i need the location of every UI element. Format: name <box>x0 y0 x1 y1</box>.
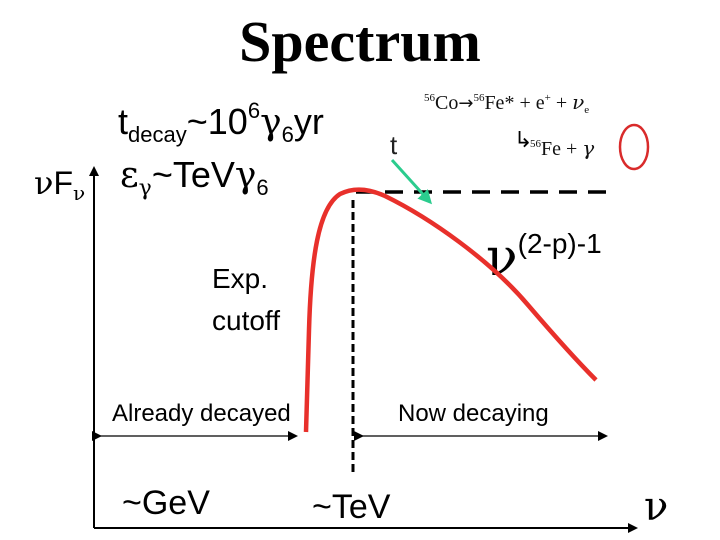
time-arrow <box>390 158 433 205</box>
gamma-circle <box>618 123 650 171</box>
x-tick-tev: ~TeV <box>312 488 391 526</box>
x-axis-label: ν <box>644 484 669 530</box>
decay-time-formula: tdecay~106γ6yr <box>118 98 324 147</box>
t-label: t <box>390 130 398 160</box>
slide-title: Spectrum <box>239 9 481 74</box>
region-already-decayed: Already decayed <box>112 400 291 427</box>
hooked-arrow-icon: ↳ <box>514 128 533 153</box>
decay-equation-1: 56Co→56Fe* + e+ + νe <box>424 90 590 116</box>
spectrum-curve <box>303 187 598 433</box>
decay-equation-2: 56Fe + γ <box>530 136 595 160</box>
photon-energy-formula: εγ~TeVγ6 <box>120 154 269 201</box>
region-now-decaying: Now decaying <box>398 400 549 427</box>
exp-cutoff-label: Exp. cutoff <box>212 263 280 336</box>
x-tick-gev: ~GeV <box>122 484 210 522</box>
power-law-label: ν(2-p)-1 <box>486 228 602 288</box>
y-axis-F: F <box>53 165 73 201</box>
y-axis-sub: ν <box>73 181 86 205</box>
y-axis-label: νFν <box>34 164 85 205</box>
y-axis-nu: ν <box>34 164 54 202</box>
